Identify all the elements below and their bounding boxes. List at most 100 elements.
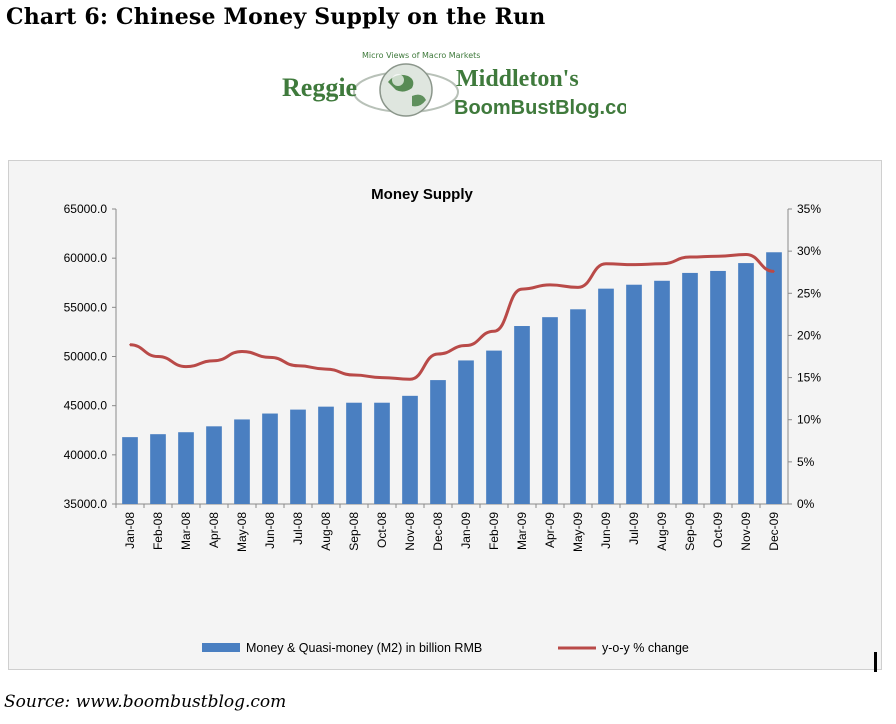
bar-Nov-09 (738, 263, 754, 504)
bar-Aug-08 (318, 406, 334, 504)
y2-tick-label: 5% (797, 455, 815, 469)
blog-logo: Reggie Middleton's BoomBustBlog.com Micr… (282, 51, 626, 119)
yoy-point-Aug-08 (325, 368, 327, 370)
bar-Aug-09 (654, 280, 670, 504)
yoy-point-Feb-08 (157, 355, 159, 358)
bar-Oct-09 (710, 270, 726, 504)
bar-Dec-08 (430, 380, 446, 504)
yoy-point-Aug-09 (661, 262, 663, 265)
chart-legend: Money & Quasi-money (M2) in billion RMB y… (202, 641, 689, 655)
source-note: Source: www.boombustblog.com (4, 692, 287, 712)
plot-area: 35000.0 40000.0 45000.0 50000.0 55000.0 60000… (64, 202, 822, 552)
money-supply-chart: Money Supply 35000.0 40000.0 45000.0 50000.… (64, 186, 822, 655)
x-tick-label: Nov-09 (739, 512, 753, 551)
x-tick-label: Jul-08 (291, 512, 305, 545)
x-tick-label: Feb-09 (487, 512, 501, 550)
yoy-point-Nov-08 (409, 378, 411, 381)
x-tick-label: May-08 (235, 512, 249, 552)
bar-Jan-08 (122, 437, 138, 504)
y2-tick-label: 35% (797, 202, 821, 216)
yoy-point-Oct-09 (717, 255, 719, 257)
bar-Sep-08 (346, 402, 362, 504)
y-tick-label: 45000.0 (64, 399, 108, 413)
y-tick-label: 55000.0 (64, 300, 108, 314)
chart-title: Money Supply (371, 186, 473, 203)
bar-Sep-09 (682, 272, 698, 504)
yoy-point-Jul-09 (633, 263, 635, 266)
bar-Jan-09 (458, 360, 474, 504)
page-title: Chart 6: Chinese Money Supply on the Run (6, 4, 546, 30)
yoy-point-Jun-09 (605, 262, 607, 265)
bar-Apr-08 (206, 426, 222, 504)
bar-May-09 (570, 309, 586, 504)
logo-right-text: Middleton's (456, 66, 579, 92)
bar-Jul-09 (626, 284, 642, 504)
x-tick-label: May-09 (571, 512, 585, 552)
bar-Dec-09 (766, 252, 782, 504)
yoy-point-Apr-08 (213, 359, 215, 362)
bar-May-08 (234, 419, 250, 504)
yoy-point-May-08 (241, 350, 243, 353)
y2-tick-label: 10% (797, 413, 821, 427)
y-tick-label: 50000.0 (64, 350, 108, 364)
x-tick-label: Oct-08 (375, 512, 389, 548)
x-tick-label: Oct-09 (711, 512, 725, 548)
chart-panel: Money Supply 35000.0 40000.0 45000.0 50000.… (8, 160, 882, 670)
y-tick-label: 65000.0 (64, 202, 108, 216)
x-tick-label: Aug-09 (655, 512, 669, 551)
x-tick-label: Jan-08 (123, 512, 137, 549)
y2-tick-label: 25% (797, 286, 821, 300)
x-tick-label: Jul-09 (627, 512, 641, 545)
y2-tick-label: 15% (797, 371, 821, 385)
bar-Feb-08 (150, 434, 166, 504)
bar-Mar-08 (178, 432, 194, 504)
x-tick-label: Feb-08 (151, 512, 165, 550)
bar-Jul-08 (290, 409, 306, 504)
y-tick-label: 35000.0 (64, 497, 108, 511)
yoy-point-Nov-09 (745, 253, 747, 256)
x-tick-label: Dec-09 (767, 512, 781, 551)
yoy-point-Dec-08 (437, 353, 439, 355)
yoy-point-Dec-09 (773, 270, 775, 273)
legend-label-m2: Money & Quasi-money (M2) in billion RMB (246, 641, 482, 655)
logo-arc-text: Micro Views of Macro Markets (362, 51, 480, 60)
bar-Mar-09 (514, 326, 530, 504)
x-tick-label: Apr-08 (207, 512, 221, 548)
legend-swatch-m2 (202, 643, 240, 652)
yoy-point-Sep-08 (353, 374, 355, 376)
y-tick-label: 60000.0 (64, 251, 108, 265)
y-tick-label: 40000.0 (64, 448, 108, 462)
yoy-point-Mar-09 (521, 288, 523, 290)
x-tick-label: Jan-09 (459, 512, 473, 549)
bar-Nov-08 (402, 395, 418, 504)
bar-Jun-08 (262, 413, 278, 504)
logo-left-text: Reggie (282, 73, 357, 102)
edge-mark (874, 652, 877, 672)
yoy-point-Jan-09 (465, 344, 467, 347)
yoy-point-Mar-08 (185, 365, 187, 368)
yoy-point-Jan-08 (129, 343, 131, 346)
yoy-point-May-09 (577, 286, 579, 289)
x-tick-label: Apr-09 (543, 512, 557, 548)
x-tick-label: Sep-09 (683, 512, 697, 551)
y2-tick-label: 20% (797, 328, 821, 342)
x-tick-label: Aug-08 (319, 512, 333, 551)
y2-tick-label: 30% (797, 244, 821, 258)
bar-Apr-09 (542, 317, 558, 504)
globe-icon (353, 63, 459, 117)
x-tick-label: Jun-08 (263, 512, 277, 549)
y2-tick-label: 0% (797, 497, 815, 511)
x-tick-label: Mar-08 (179, 512, 193, 550)
x-tick-label: Nov-08 (403, 512, 417, 551)
yoy-point-Apr-09 (549, 284, 551, 286)
bar-Feb-09 (486, 350, 502, 504)
yoy-point-Feb-09 (493, 330, 495, 333)
legend-label-yoy: y-o-y % change (602, 641, 689, 655)
yoy-point-Jun-08 (269, 356, 271, 359)
bar-Oct-08 (374, 402, 390, 504)
yoy-point-Oct-08 (381, 376, 383, 379)
yoy-change-line (129, 253, 775, 381)
x-tick-label: Mar-09 (515, 512, 529, 550)
bar-Jun-09 (598, 288, 614, 504)
logo-brand-text: BoomBustBlog.com (454, 97, 626, 119)
